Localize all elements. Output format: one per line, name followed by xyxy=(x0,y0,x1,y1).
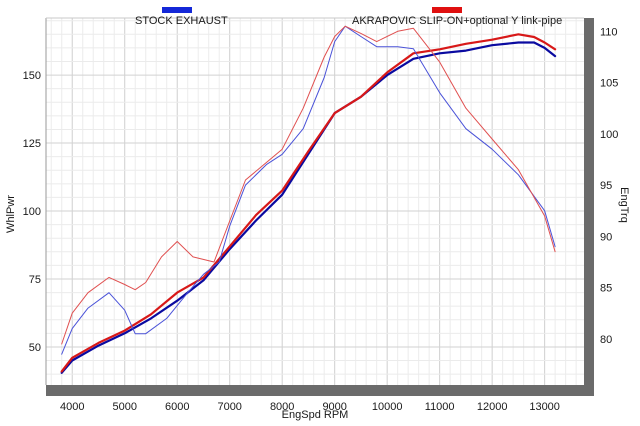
bottom-axis-band xyxy=(46,385,594,396)
y-left-tick-label: 75 xyxy=(29,274,41,286)
y-right-tick-label: 90 xyxy=(600,231,612,243)
y-left-tick-label: 125 xyxy=(23,138,41,150)
x-tick-label: 10000 xyxy=(372,401,403,413)
y-left-tick-label: 150 xyxy=(23,70,41,82)
y-right-tick-label: 105 xyxy=(600,78,618,90)
grid xyxy=(46,18,584,385)
x-tick-label: 5000 xyxy=(112,401,136,413)
power-line-akrapovic xyxy=(60,33,557,373)
x-tick-label: 11000 xyxy=(425,401,455,413)
ticks-layer: 4000 5000 6000 7000 8000 9000 10000 11000 12000 1… xyxy=(23,26,619,413)
x-axis-title: EngSpd RPM xyxy=(282,409,349,421)
x-tick-label: 8000 xyxy=(270,401,294,413)
y-left-tick-label: 100 xyxy=(23,206,41,218)
legend-label-akrapovic: AKRAPOVIC SLIP-ON+optional Y link-pipe xyxy=(352,15,562,27)
legend-swatch-stock xyxy=(162,7,192,13)
y-right-tick-label: 95 xyxy=(600,180,612,192)
x-tick-label: 12000 xyxy=(477,401,508,413)
y-right-tick-label: 85 xyxy=(600,283,612,295)
y-axis-title-right: EngTrq xyxy=(618,187,630,223)
x-tick-label: 13000 xyxy=(529,401,560,413)
x-tick-label: 7000 xyxy=(217,401,241,413)
torque-line-akrapovic xyxy=(61,25,556,345)
y-right-tick-label: 110 xyxy=(600,26,618,38)
legend-label-stock: STOCK EXHAUST xyxy=(135,15,228,27)
y-right-tick-label: 80 xyxy=(600,334,612,346)
torque-line-stock xyxy=(61,25,556,355)
y-right-tick-label: 100 xyxy=(600,129,618,141)
x-tick-label: 6000 xyxy=(165,401,189,413)
right-axis-band xyxy=(584,18,594,396)
x-tick-label: 4000 xyxy=(60,401,84,413)
x-tick-label: 9000 xyxy=(322,401,346,413)
legend-swatch-akrapovic xyxy=(432,7,462,13)
series-layer xyxy=(60,25,557,374)
y-left-tick-label: 50 xyxy=(29,342,41,354)
y-axis-title-left: WhlPwr xyxy=(5,195,17,233)
